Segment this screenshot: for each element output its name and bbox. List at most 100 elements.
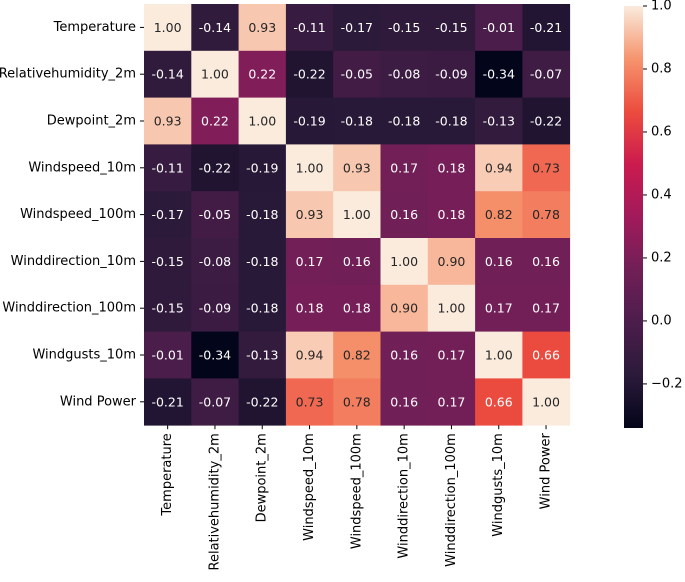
cell-value-label: -0.22	[530, 114, 562, 129]
cell-value-label: -0.01	[483, 20, 515, 35]
cell-value-label: 1.00	[248, 114, 276, 129]
cell-value-label: -0.15	[151, 254, 183, 269]
cell-value-label: -0.18	[435, 114, 467, 129]
cell-value-label: -0.05	[341, 67, 373, 82]
heatmap-cell	[522, 4, 571, 52]
heatmap-cell	[191, 50, 239, 98]
x-tick-label: Temperature	[160, 433, 175, 516]
heatmap-cell	[333, 97, 381, 145]
cell-value-label: -0.17	[341, 20, 373, 35]
cell-value-label: 0.82	[485, 207, 513, 222]
heatmap-cell	[285, 4, 334, 52]
heatmap-cell	[427, 284, 476, 332]
heatmap-cell	[522, 378, 571, 426]
heatmap-cell	[380, 331, 429, 379]
colorbar: 1.0 0.8 0.6 0.4 0.2 0.0 −0.2	[624, 0, 683, 428]
cell-value-label: -0.14	[199, 20, 231, 35]
heatmap-cell	[380, 191, 429, 239]
heatmap-cell	[333, 238, 381, 286]
cell-value-label: 1.00	[485, 348, 513, 363]
heatmap-cell	[333, 191, 381, 239]
cell-value-label: 0.66	[485, 394, 513, 409]
heatmap-cell	[144, 97, 192, 145]
cell-value-label: -0.08	[388, 67, 420, 82]
heatmap-cell	[380, 4, 429, 52]
heatmap-cell	[380, 97, 429, 145]
cell-value-label: -0.01	[151, 348, 183, 363]
heatmap-cell	[333, 331, 381, 379]
colorbar-tick-label: 0.0	[651, 313, 672, 328]
y-tick-label: Windspeed_10m	[28, 160, 136, 175]
heatmap-cell	[522, 144, 571, 192]
cell-value-label: 0.82	[343, 348, 371, 363]
cell-value-label: -0.21	[151, 394, 183, 409]
heatmap-cell	[285, 191, 334, 239]
heatmap-cell	[427, 378, 476, 426]
cell-value-label: 1.00	[154, 20, 182, 35]
heatmap-cell	[285, 284, 334, 332]
heatmap-cell	[333, 4, 381, 52]
cell-value-label: 0.18	[438, 160, 466, 175]
cell-value-label: 0.94	[296, 348, 324, 363]
heatmap-cell	[427, 144, 476, 192]
heatmap-cell	[380, 50, 429, 98]
cell-value-label: 0.73	[296, 394, 324, 409]
x-tick-label: Windspeed_10m	[302, 433, 317, 541]
heatmap-cell	[238, 144, 287, 192]
y-tick-label: Relativehumidity_2m	[0, 67, 136, 82]
y-tick-label: Winddirection_10m	[11, 254, 136, 269]
heatmap-cell	[144, 284, 192, 332]
heatmap-cell	[427, 238, 476, 286]
heatmap-cells: 1.00 -0.14 0.93 -0.11 -0.17 -0.15 -0.15 -0.01 -0…	[144, 4, 571, 426]
cell-value-label: 1.00	[201, 67, 229, 82]
heatmap-cell	[475, 97, 523, 145]
heatmap-cell	[475, 50, 523, 98]
cell-value-label: -0.19	[293, 114, 325, 129]
cell-value-label: -0.08	[199, 254, 231, 269]
cell-value-label: -0.19	[246, 160, 278, 175]
cell-value-label: -0.11	[293, 20, 325, 35]
heatmap-cell	[238, 191, 287, 239]
y-tick-label: Wind Power	[60, 394, 137, 409]
cell-value-label: -0.18	[341, 114, 373, 129]
heatmap-cell	[380, 378, 429, 426]
heatmap-cell	[333, 50, 381, 98]
cell-value-label: 1.00	[532, 394, 560, 409]
heatmap-cell	[238, 50, 287, 98]
heatmap-cell	[427, 191, 476, 239]
cell-value-label: 0.93	[296, 207, 324, 222]
heatmap-cell	[427, 50, 476, 98]
cell-value-label: -0.15	[388, 20, 420, 35]
x-tick-label: Relativehumidity_2m	[207, 433, 222, 570]
heatmap-cell	[475, 238, 523, 286]
cell-value-label: 0.22	[201, 114, 229, 129]
heatmap-cell	[144, 238, 192, 286]
cell-value-label: 0.78	[532, 207, 560, 222]
cell-value-label: -0.13	[246, 348, 278, 363]
cell-value-label: 1.00	[296, 160, 324, 175]
heatmap-cell	[144, 4, 192, 52]
cell-value-label: -0.13	[483, 114, 515, 129]
cell-value-label: 0.17	[485, 301, 513, 316]
cell-value-label: -0.11	[151, 160, 183, 175]
cell-value-label: -0.15	[151, 301, 183, 316]
cell-value-label: 0.66	[532, 348, 560, 363]
colorbar-tick-label: 0.4	[651, 187, 672, 202]
cell-value-label: 0.93	[248, 20, 276, 35]
heatmap-cell	[522, 238, 571, 286]
cell-value-label: -0.18	[246, 301, 278, 316]
cell-value-label: 0.17	[390, 160, 418, 175]
cell-value-label: 0.94	[485, 160, 513, 175]
x-tick-label: Winddirection_10m	[397, 433, 412, 558]
colorbar-gradient	[624, 6, 643, 428]
cell-value-label: 0.18	[438, 207, 466, 222]
y-tick-label: Winddirection_100m	[2, 301, 136, 316]
cell-value-label: 0.18	[343, 301, 371, 316]
heatmap-cell	[522, 50, 571, 98]
x-tick-label: Dewpoint_2m	[255, 433, 270, 522]
heatmap-cell	[285, 144, 334, 192]
heatmap-cell	[191, 238, 239, 286]
heatmap-cell	[522, 331, 571, 379]
cell-value-label: 0.17	[532, 301, 560, 316]
